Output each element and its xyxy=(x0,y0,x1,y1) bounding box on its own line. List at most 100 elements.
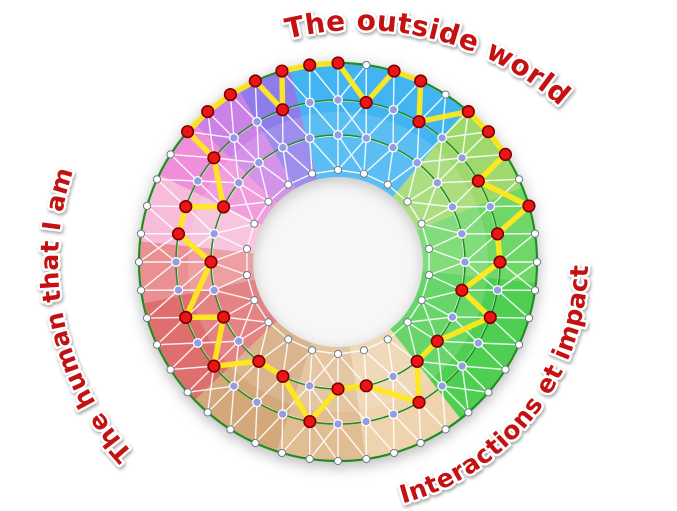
mesh-node xyxy=(252,397,262,408)
mesh-node xyxy=(403,318,412,327)
mesh-line xyxy=(206,111,215,158)
mesh-line xyxy=(281,421,311,454)
mesh-node xyxy=(530,229,540,238)
mesh-line xyxy=(406,299,423,323)
highlight-node xyxy=(179,310,193,325)
mesh-line xyxy=(363,349,394,377)
highlight-path xyxy=(175,60,532,425)
mesh-node xyxy=(228,132,239,143)
highlight-node xyxy=(481,125,495,139)
mesh-line xyxy=(363,138,367,174)
highlight-node xyxy=(303,414,317,429)
mesh-line xyxy=(156,178,187,208)
mesh-node xyxy=(242,244,252,254)
mesh-line xyxy=(156,342,198,346)
mesh-node xyxy=(383,335,392,344)
mesh-line xyxy=(421,289,462,301)
mesh-line xyxy=(416,137,443,164)
highlight-node xyxy=(216,200,231,214)
mesh-line xyxy=(421,299,453,318)
mesh-node xyxy=(441,90,450,99)
mesh-line xyxy=(309,102,339,136)
mesh-node xyxy=(473,338,484,348)
mesh-line xyxy=(392,413,422,444)
mesh-node xyxy=(226,425,235,434)
highlight-node xyxy=(171,227,186,241)
mesh-node xyxy=(307,169,317,178)
mesh-line xyxy=(309,423,339,460)
highlight-node xyxy=(412,115,426,129)
mesh-node xyxy=(447,201,458,212)
sector-light-green xyxy=(416,187,538,283)
highlight-node xyxy=(179,199,193,214)
mesh-line xyxy=(268,321,289,340)
highlight-node xyxy=(410,354,424,368)
mesh-line xyxy=(428,233,463,250)
mesh-line xyxy=(461,206,491,235)
mesh-line xyxy=(223,316,269,323)
mesh-node xyxy=(253,157,264,168)
mesh-line xyxy=(233,137,260,164)
mesh-line xyxy=(238,299,255,342)
mesh-line xyxy=(418,402,422,444)
mesh-line xyxy=(477,342,506,371)
mesh-node xyxy=(403,197,412,206)
mesh-line xyxy=(223,201,269,208)
mesh-line xyxy=(407,201,453,208)
highlight-node xyxy=(430,334,444,348)
mesh-line xyxy=(309,64,339,101)
mesh-line xyxy=(238,182,269,203)
mesh-line xyxy=(365,109,394,139)
mesh-line xyxy=(246,223,255,250)
mesh-line xyxy=(478,342,520,346)
highlight-nodes xyxy=(171,56,536,429)
mesh-line xyxy=(256,361,260,403)
mesh-node xyxy=(277,409,288,420)
mesh-line xyxy=(229,401,258,430)
highlight-node xyxy=(387,64,401,78)
sector-purple-violet xyxy=(238,67,318,189)
mesh-node xyxy=(203,408,212,417)
mesh-line xyxy=(246,274,255,301)
highlight-node xyxy=(223,87,238,102)
highlight-node xyxy=(181,125,195,139)
mesh-node xyxy=(333,130,343,140)
mesh-line xyxy=(187,385,234,394)
highlight-node xyxy=(483,310,497,325)
mesh-line xyxy=(392,80,422,111)
mesh-node xyxy=(183,388,192,397)
mesh-node xyxy=(264,318,273,327)
sector-green xyxy=(390,270,537,420)
mesh-line xyxy=(407,316,453,323)
mesh-node xyxy=(304,97,315,108)
mesh-line xyxy=(406,201,423,225)
mesh-line xyxy=(254,402,258,444)
mesh-line xyxy=(253,201,270,225)
mesh-line xyxy=(407,182,438,203)
mesh-node xyxy=(437,132,448,143)
mesh-node xyxy=(514,175,524,184)
mesh-line xyxy=(464,233,498,263)
mesh-node xyxy=(416,438,425,448)
mesh-node xyxy=(333,349,343,359)
mesh-node xyxy=(362,454,371,464)
highlight-node xyxy=(461,105,475,119)
mesh-node xyxy=(250,219,259,228)
mesh-line xyxy=(416,121,420,163)
mesh-node xyxy=(501,365,510,374)
mesh-line xyxy=(462,365,506,371)
mesh-node xyxy=(304,380,315,391)
mesh-line xyxy=(392,414,395,453)
mesh-node xyxy=(388,409,399,420)
highlight-node xyxy=(204,255,218,269)
mesh-line xyxy=(387,339,394,377)
mesh-line xyxy=(387,147,394,185)
mesh-node xyxy=(457,361,468,372)
mesh-line xyxy=(238,182,255,225)
mesh-node xyxy=(192,338,203,348)
mesh-line xyxy=(421,223,430,250)
mesh-line xyxy=(462,153,506,159)
mesh-line xyxy=(256,121,260,163)
mesh-line xyxy=(499,261,536,291)
label-human-that-i-am: The human that I am xyxy=(35,164,138,469)
